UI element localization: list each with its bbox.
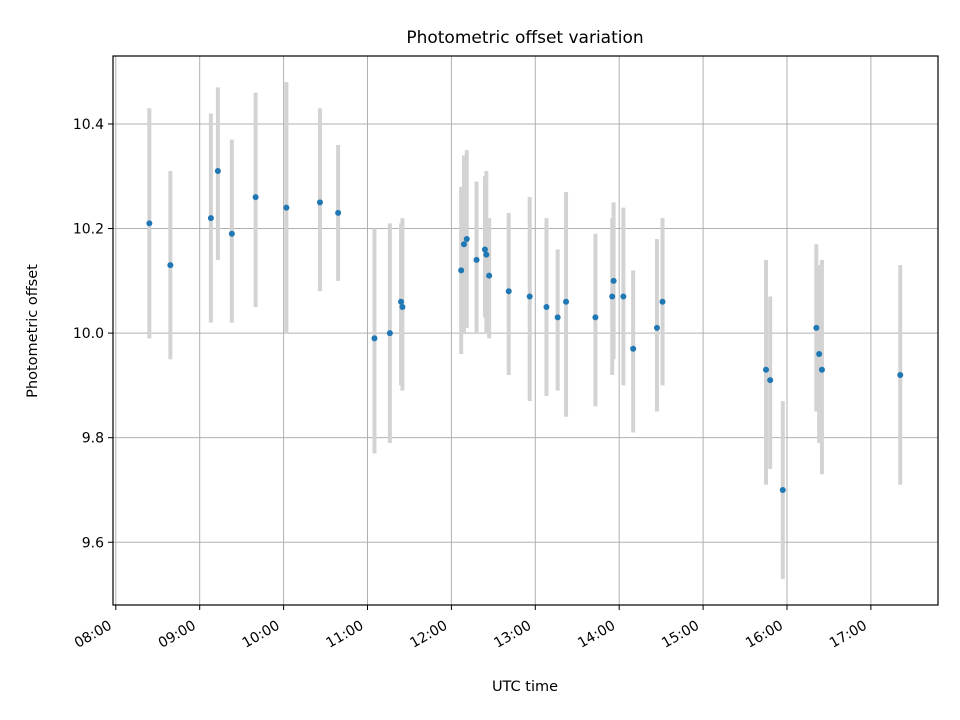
grid	[113, 56, 938, 605]
data-point	[543, 303, 550, 310]
data-point	[398, 298, 405, 305]
y-tick-label: 10.4	[73, 117, 104, 133]
data-point	[763, 366, 770, 373]
data-point	[483, 251, 490, 258]
data-points	[146, 168, 904, 493]
data-point	[481, 246, 488, 253]
data-point	[207, 215, 214, 222]
data-point	[767, 377, 774, 384]
data-point	[167, 262, 174, 269]
data-point	[818, 366, 825, 373]
plot-frame	[112, 55, 939, 606]
y-axis-label: Photometric offset	[25, 264, 41, 398]
data-point	[505, 288, 512, 295]
x-axis-label: UTC time	[492, 679, 558, 695]
data-point	[252, 194, 259, 201]
y-tick-label: 10.0	[73, 326, 104, 342]
data-point	[386, 330, 393, 337]
data-point	[897, 371, 904, 378]
y-tick-label: 10.2	[73, 222, 104, 238]
data-point	[653, 324, 660, 331]
data-point	[460, 241, 467, 248]
data-point	[554, 314, 561, 321]
data-point	[526, 293, 533, 300]
y-axis-ticks: 9.6 9.8 10.0 10.2 10.4	[73, 117, 113, 551]
data-point	[620, 293, 627, 300]
data-point	[214, 168, 221, 175]
data-point	[399, 303, 406, 310]
chart-title: Photometric offset variation	[406, 28, 643, 48]
data-point	[816, 351, 823, 358]
data-point	[473, 256, 480, 263]
data-point	[146, 220, 153, 227]
data-point	[486, 272, 493, 279]
data-point	[463, 236, 470, 242]
data-point	[779, 486, 786, 493]
y-tick-label: 9.8	[82, 431, 104, 447]
data-point	[228, 230, 235, 237]
data-point	[813, 324, 820, 331]
y-tick-label: 9.6	[82, 535, 104, 551]
data-point	[609, 293, 616, 300]
data-point	[592, 314, 599, 321]
data-point	[659, 298, 666, 305]
data-point	[630, 345, 637, 352]
data-point	[335, 209, 342, 216]
data-point	[371, 335, 378, 342]
data-point	[610, 277, 617, 284]
data-point	[563, 298, 570, 305]
data-point	[283, 204, 290, 211]
data-point	[458, 267, 465, 274]
data-point	[316, 199, 323, 206]
